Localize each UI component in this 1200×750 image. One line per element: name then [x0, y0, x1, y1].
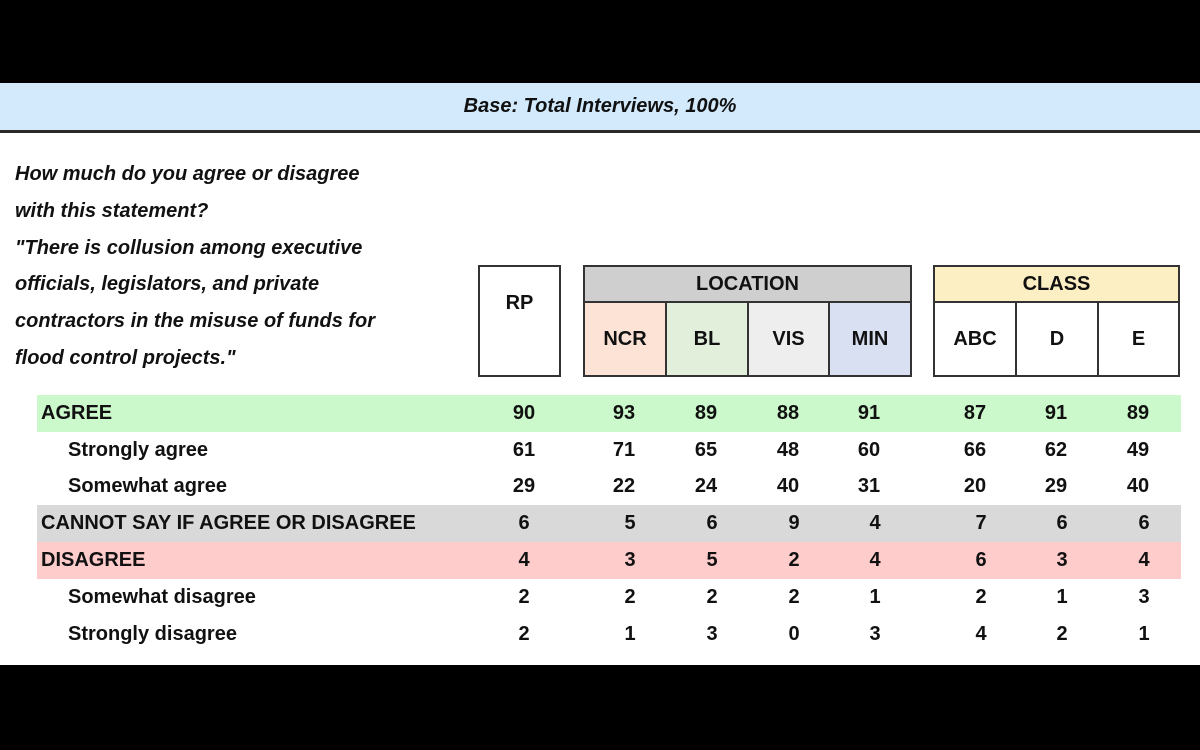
cell-min: 4	[869, 512, 881, 535]
row-label: Somewhat agree	[68, 475, 227, 498]
question-line: How much do you agree or disagree	[15, 163, 360, 185]
cell-d: 29	[1044, 475, 1068, 498]
class-group-label: CLASS	[935, 267, 1178, 303]
cell-ncr: 71	[612, 438, 636, 461]
cell-e: 1	[1138, 622, 1150, 645]
table-row-somewhat-agree: Somewhat agree 29 22 24 40 31 20 29 40	[37, 469, 1181, 506]
cell-vis: 2	[788, 549, 800, 572]
table-row-cannot-say: CANNOT SAY IF AGREE OR DISAGREE 6 5 6 9 …	[37, 505, 1181, 543]
cell-e: 3	[1138, 585, 1150, 608]
cell-bl: 65	[694, 438, 718, 461]
cell-bl: 5	[706, 549, 718, 572]
cell-ncr: 22	[612, 475, 636, 498]
row-label: Strongly agree	[68, 438, 209, 461]
cell-min: 3	[869, 622, 881, 645]
cell-vis: 88	[776, 401, 800, 424]
cell-e: 6	[1138, 512, 1150, 535]
cell-rp: 4	[518, 549, 530, 572]
table-row-disagree: DISAGREE 4 3 5 2 4 6 3 4	[37, 542, 1181, 579]
base-banner: Base: Total Interviews, 100%	[0, 83, 1200, 133]
cell-e: 49	[1126, 438, 1150, 461]
location-header-group: LOCATION NCR BL VIS MIN	[583, 265, 912, 377]
question-text: How much do you agree or disagree with t…	[15, 156, 435, 377]
column-bl: BL	[667, 303, 749, 375]
cell-e: 89	[1126, 401, 1150, 424]
cell-min: 4	[869, 549, 881, 572]
cell-bl: 2	[706, 585, 718, 608]
cell-min: 91	[857, 401, 881, 424]
cell-d: 1	[1056, 585, 1068, 608]
base-label: Base: Total Interviews, 100%	[463, 95, 737, 117]
cell-e: 40	[1126, 475, 1150, 498]
table-row-agree: AGREE 90 93 89 88 91 87 91 89	[37, 395, 1181, 432]
question-line: with this statement?	[15, 199, 209, 222]
class-header-group: CLASS ABC D E	[933, 265, 1180, 377]
rp-header: RP	[478, 265, 561, 377]
cell-ncr: 93	[612, 401, 636, 424]
rp-header-label: RP	[505, 291, 534, 314]
question-line: "There is collusion among executive	[15, 236, 363, 259]
cell-vis: 2	[788, 585, 800, 608]
row-label: AGREE	[41, 401, 113, 424]
cell-bl: 3	[706, 622, 718, 645]
cell-bl: 6	[706, 512, 718, 535]
cell-min: 1	[869, 585, 881, 608]
column-d: D	[1017, 303, 1099, 375]
survey-slide: Base: Total Interviews, 100% How much do…	[0, 83, 1200, 665]
question-line: contractors in the misuse of funds for	[15, 310, 376, 333]
cell-abc: 4	[975, 622, 987, 645]
row-label: CANNOT SAY IF AGREE OR DISAGREE	[41, 512, 416, 535]
cell-rp: 2	[518, 622, 530, 645]
cell-ncr: 1	[624, 622, 636, 645]
table-row-somewhat-disagree: Somewhat disagree 2 2 2 2 1 2 1 3	[37, 579, 1181, 616]
question-line: officials, legislators, and private	[15, 273, 320, 296]
table-row-strongly-disagree: Strongly disagree 2 1 3 0 3 4 2 1	[37, 616, 1181, 653]
cell-abc: 66	[963, 438, 987, 461]
cell-d: 91	[1044, 401, 1068, 424]
column-e: E	[1131, 327, 1146, 350]
cell-abc: 87	[963, 401, 987, 424]
cell-abc: 20	[963, 475, 987, 498]
cell-vis: 40	[776, 475, 800, 498]
cell-rp: 6	[518, 512, 530, 535]
cell-min: 31	[857, 475, 881, 498]
column-ncr: NCR	[585, 303, 667, 375]
cell-rp: 29	[512, 475, 536, 498]
row-label: Somewhat disagree	[68, 585, 256, 608]
cell-rp: 61	[512, 438, 536, 461]
cell-abc: 2	[975, 585, 987, 608]
cell-min: 60	[857, 438, 881, 461]
cell-abc: 6	[975, 549, 987, 572]
cell-bl: 24	[694, 475, 718, 498]
results-table: AGREE 90 93 89 88 91 87 91 89 Strongly a…	[37, 395, 1181, 653]
location-group-label: LOCATION	[585, 267, 910, 303]
cell-bl: 89	[694, 401, 718, 424]
row-label: DISAGREE	[41, 549, 146, 572]
cell-vis: 48	[776, 438, 800, 461]
question-line: flood control projects."	[15, 346, 236, 369]
cell-vis: 0	[788, 622, 800, 645]
cell-rp: 2	[518, 585, 530, 608]
column-min: MIN	[830, 303, 910, 375]
cell-d: 6	[1056, 512, 1068, 535]
cell-ncr: 2	[624, 585, 636, 608]
table-row-strongly-agree: Strongly agree 61 71 65 48 60 66 62 49	[37, 432, 1181, 469]
column-vis: VIS	[749, 303, 830, 375]
cell-vis: 9	[788, 512, 800, 535]
cell-abc: 7	[975, 512, 987, 535]
column-abc: ABC	[935, 303, 1017, 375]
cell-rp: 90	[512, 401, 536, 424]
cell-d: 62	[1044, 438, 1068, 461]
cell-d: 3	[1056, 549, 1068, 572]
cell-d: 2	[1056, 622, 1068, 645]
row-label: Strongly disagree	[68, 622, 237, 645]
cell-ncr: 5	[624, 512, 636, 535]
cell-ncr: 3	[624, 549, 636, 572]
cell-e: 4	[1138, 549, 1150, 572]
